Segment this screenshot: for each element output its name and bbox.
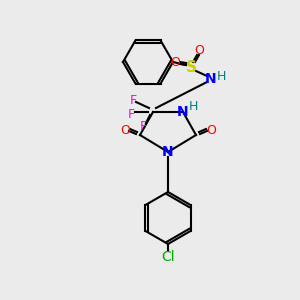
Text: O: O bbox=[170, 56, 180, 68]
Text: O: O bbox=[206, 124, 216, 136]
Text: F: F bbox=[128, 107, 135, 121]
Text: N: N bbox=[205, 72, 217, 86]
Text: F: F bbox=[140, 119, 147, 133]
Text: S: S bbox=[185, 59, 197, 74]
Text: F: F bbox=[129, 94, 137, 106]
Text: O: O bbox=[194, 44, 204, 58]
Text: H: H bbox=[216, 70, 226, 83]
Text: N: N bbox=[177, 105, 189, 119]
Text: O: O bbox=[120, 124, 130, 136]
Text: Cl: Cl bbox=[161, 250, 175, 264]
Text: H: H bbox=[188, 100, 198, 113]
Text: N: N bbox=[162, 145, 174, 159]
